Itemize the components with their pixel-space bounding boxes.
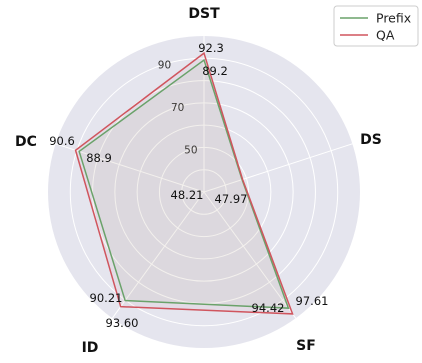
legend: Prefix QA: [333, 5, 419, 47]
data-label-prefix-dc: 88.9: [86, 151, 112, 165]
data-label-prefix-id: 90.21: [90, 291, 123, 305]
data-label-qa-ds: 48.21: [171, 188, 204, 202]
data-label-qa-dc: 90.6: [49, 134, 75, 148]
axis-label-sf: SF: [296, 338, 316, 354]
series-line-prefix: [78, 58, 290, 309]
data-label-layer: 89.2 47.97 94.42 90.21 88.9 92.3 48.21 97.61 93.…: [49, 41, 328, 330]
legend-label-prefix: Prefix: [376, 11, 411, 26]
grid-layer: [55, 36, 353, 327]
r-tick-label: 70: [171, 102, 184, 114]
series-line-qa: [74, 51, 294, 315]
data-label-qa-dst: 92.3: [198, 41, 224, 55]
axis-label-layer: DST DS SF ID DC: [15, 6, 382, 356]
grid-spoke: [203, 191, 297, 319]
r-tick-label: 90: [158, 59, 171, 71]
axis-label-dc: DC: [15, 134, 37, 150]
legend-label-qa: QA: [376, 28, 395, 43]
data-label-qa-sf: 97.61: [296, 294, 329, 308]
r-tick-label: 50: [184, 144, 197, 156]
data-label-prefix-dst: 89.2: [202, 64, 228, 78]
data-label-prefix-ds: 47.97: [215, 192, 248, 206]
axis-label-dst: DST: [188, 6, 220, 22]
grid-spoke: [111, 191, 205, 319]
series-layer: [74, 51, 294, 315]
tick-layer: 50 70 90: [158, 59, 198, 156]
axis-label-ds: DS: [360, 132, 382, 148]
data-label-qa-id: 93.60: [106, 316, 139, 330]
legend-frame: [333, 5, 419, 47]
series-fill-prefix: [79, 60, 289, 309]
series-fill-qa: [75, 53, 293, 314]
data-label-prefix-sf: 94.42: [252, 301, 285, 315]
grid-spoke: [55, 143, 205, 193]
grid-spoke: [203, 143, 353, 193]
axis-label-id: ID: [82, 340, 99, 356]
